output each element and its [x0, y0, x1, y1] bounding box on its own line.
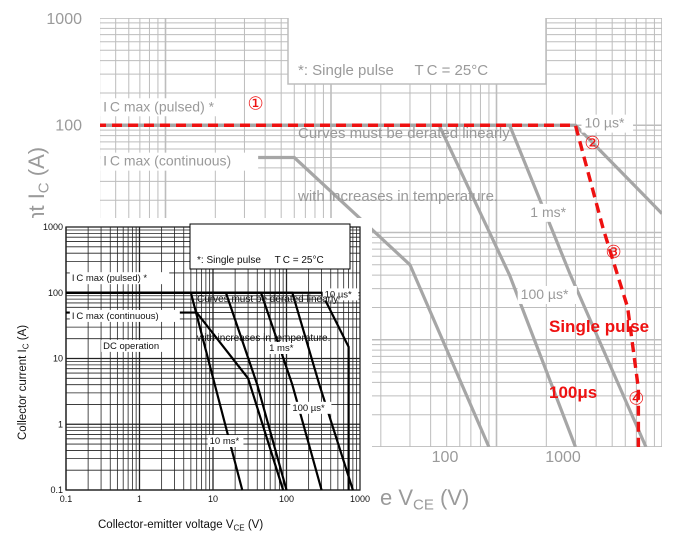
caption-line-1: Single pulse [549, 317, 650, 336]
inset-x-axis-label: Collector-emitter voltage VCE (V) [98, 519, 263, 532]
inset-x-tick-label: 0.1 [60, 494, 73, 504]
inset-curve [66, 291, 244, 491]
inset-note-line-1: *: Single pulse T C = 25°C [197, 255, 324, 266]
background-x-tick-label: 1000 [545, 449, 581, 466]
inset-curve-label: I C max (continuous) [72, 311, 159, 322]
background-note-line-1: *: Single pulse T C = 25°C [298, 62, 489, 79]
inset-y-tick-label: 1 [58, 419, 63, 429]
inset-x-tick-label: 10 [208, 494, 218, 504]
inset-x-tick-label: 1 [137, 494, 142, 504]
inset-y-tick-label: 0.1 [50, 485, 63, 495]
inset-curve-label: 1 ms* [269, 343, 294, 354]
inset-x-tick-label: 100 [279, 494, 294, 504]
background-curve-label: I C max (continuous) [103, 153, 231, 169]
single-pulse-100us-path [100, 123, 641, 447]
inset-label-bg [101, 339, 169, 352]
inset-y-tick-label: 10 [53, 354, 63, 364]
background-label-bg [527, 203, 572, 222]
background-x-tick-label: 100 [432, 449, 459, 466]
annotation-marker: ② [584, 133, 600, 154]
inset-curve-label: DC operation [103, 341, 159, 352]
inset-label-bg [207, 435, 244, 448]
inset-y-axis-label: Collector current IC (A) [17, 325, 30, 440]
background-curve-label: I C max (pulsed) * [103, 98, 214, 114]
inset-label-bg [290, 401, 332, 414]
inset-label-bg [322, 288, 359, 301]
annotation-marker: ③ [606, 242, 622, 263]
inset-label-bg [69, 272, 170, 285]
background-note: *: Single pulse T C = 25°C Curves must b… [298, 18, 510, 249]
inset-x-tick-label: 1000 [350, 494, 370, 504]
background-note-box [287, 18, 547, 85]
single-pulse-caption: Single pulse 100μs [549, 272, 649, 448]
inset-curve-label: 10 µs* [325, 289, 352, 300]
inset-note-line-2: Curves must be derated linearly [197, 294, 339, 305]
inset-y-tick-label: 1000 [43, 222, 63, 232]
background-label-bg [517, 285, 577, 304]
background-y-tick-label: 100 [55, 117, 82, 134]
background-curve [100, 123, 577, 447]
background-label-bg [100, 98, 243, 117]
inset-curve-label: I C max (pulsed) * [72, 273, 148, 284]
background-curve-label: 100 µs* [521, 286, 569, 302]
inset-note-line-3: with increases in temperature. [197, 333, 331, 344]
background-curve-label: 10 µs* [584, 115, 625, 131]
inset-label-bg [267, 342, 298, 355]
inset-curve-label: 100 µs* [292, 403, 325, 414]
background-x-axis-label: e VCE (V) [380, 485, 469, 514]
annotation-marker: ① [247, 94, 263, 115]
inset-y-tick-label: 100 [48, 288, 63, 298]
inset-curve-label: 10 ms* [210, 436, 240, 447]
inset-note: *: Single pulse T C = 25°C Curves must b… [197, 228, 338, 371]
foreground-inset-chart: I C max (pulsed) * I C max (continuous) DC… [0, 218, 372, 538]
inset-note-box [189, 223, 351, 270]
caption-line-2: 100μs [549, 383, 598, 402]
background-curve-label: 1 ms* [530, 204, 566, 220]
background-label-bg [100, 152, 259, 171]
background-label-bg [581, 114, 634, 133]
background-note-line-2: Curves must be derated linearly [298, 125, 510, 142]
annotation-marker: ④ [628, 388, 644, 409]
background-note-line-3: with increases in temperature. [298, 188, 499, 205]
inset-label-bg [69, 309, 180, 322]
background-y-tick-label: 1000 [46, 11, 82, 28]
